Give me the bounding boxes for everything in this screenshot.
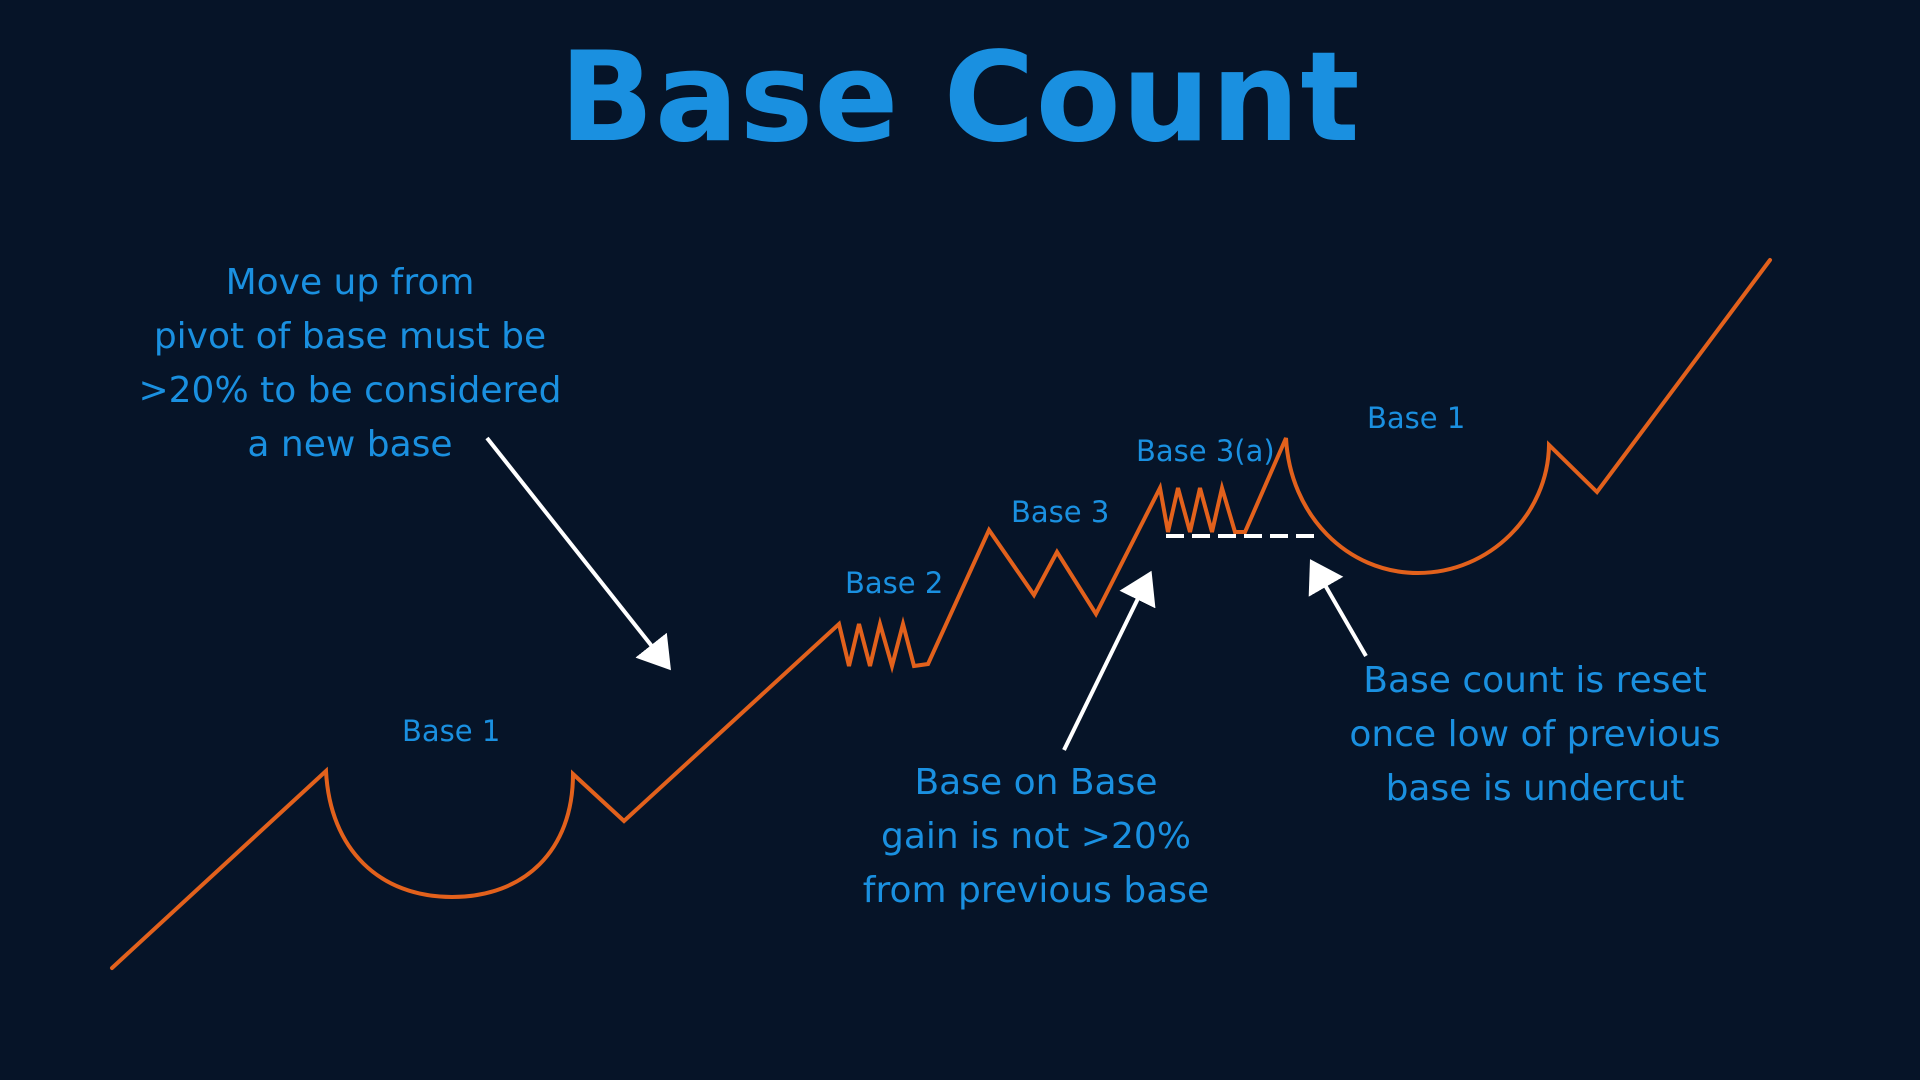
label-base1-left: Base 1 (402, 714, 501, 748)
label-base3a: Base 3(a) (1136, 434, 1275, 468)
page-title: Base Count (559, 26, 1361, 170)
annotation-move-up-line: pivot of base must be (153, 316, 547, 357)
annotation-move-up-line: a new base (247, 424, 453, 465)
annotation-move-up: Move up from pivot of base must be >20% … (110, 256, 590, 472)
annotation-base-on-base-line: gain is not >20% (881, 816, 1191, 857)
arrow-base-on-base (1062, 570, 1156, 751)
annotation-reset-line: once low of previous (1349, 714, 1721, 755)
annotation-reset: Base count is reset once low of previous… (1320, 654, 1750, 816)
annotation-move-up-line: Move up from (225, 262, 475, 303)
annotation-move-up-line: >20% to be considered (138, 370, 562, 411)
label-base1-right: Base 1 (1367, 401, 1466, 435)
arrow-move-up (485, 436, 671, 671)
label-base3: Base 3 (1011, 495, 1110, 529)
annotation-reset-line: Base count is reset (1363, 660, 1707, 701)
annotation-base-on-base-line: Base on Base (914, 762, 1158, 803)
annotation-base-on-base: Base on Base gain is not >20% from previ… (836, 756, 1236, 918)
annotation-base-on-base-line: from previous base (862, 870, 1210, 911)
annotation-reset-line: base is undercut (1385, 768, 1685, 809)
label-base2: Base 2 (845, 566, 944, 600)
price-line (110, 258, 1772, 970)
arrow-reset (1308, 559, 1368, 658)
